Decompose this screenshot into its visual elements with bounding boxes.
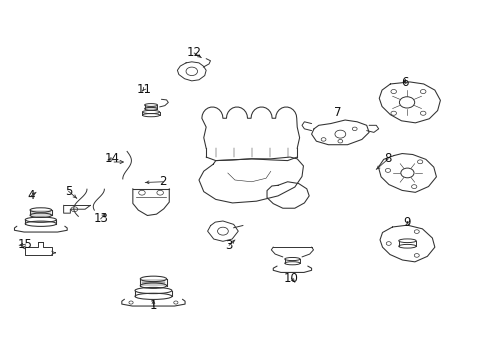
Text: 9: 9 (403, 216, 410, 229)
Text: 6: 6 (401, 76, 408, 90)
Text: 3: 3 (225, 239, 232, 252)
Text: 7: 7 (333, 107, 341, 120)
Text: 15: 15 (18, 238, 33, 251)
Text: 1: 1 (149, 300, 157, 312)
Text: 11: 11 (136, 83, 151, 96)
Text: 4: 4 (27, 189, 35, 202)
Text: 2: 2 (159, 175, 166, 188)
Text: 8: 8 (384, 152, 391, 165)
Text: 14: 14 (104, 152, 119, 165)
Text: 13: 13 (93, 212, 108, 225)
Text: 5: 5 (65, 185, 72, 198)
Text: 10: 10 (284, 271, 298, 284)
Text: 12: 12 (186, 46, 201, 59)
